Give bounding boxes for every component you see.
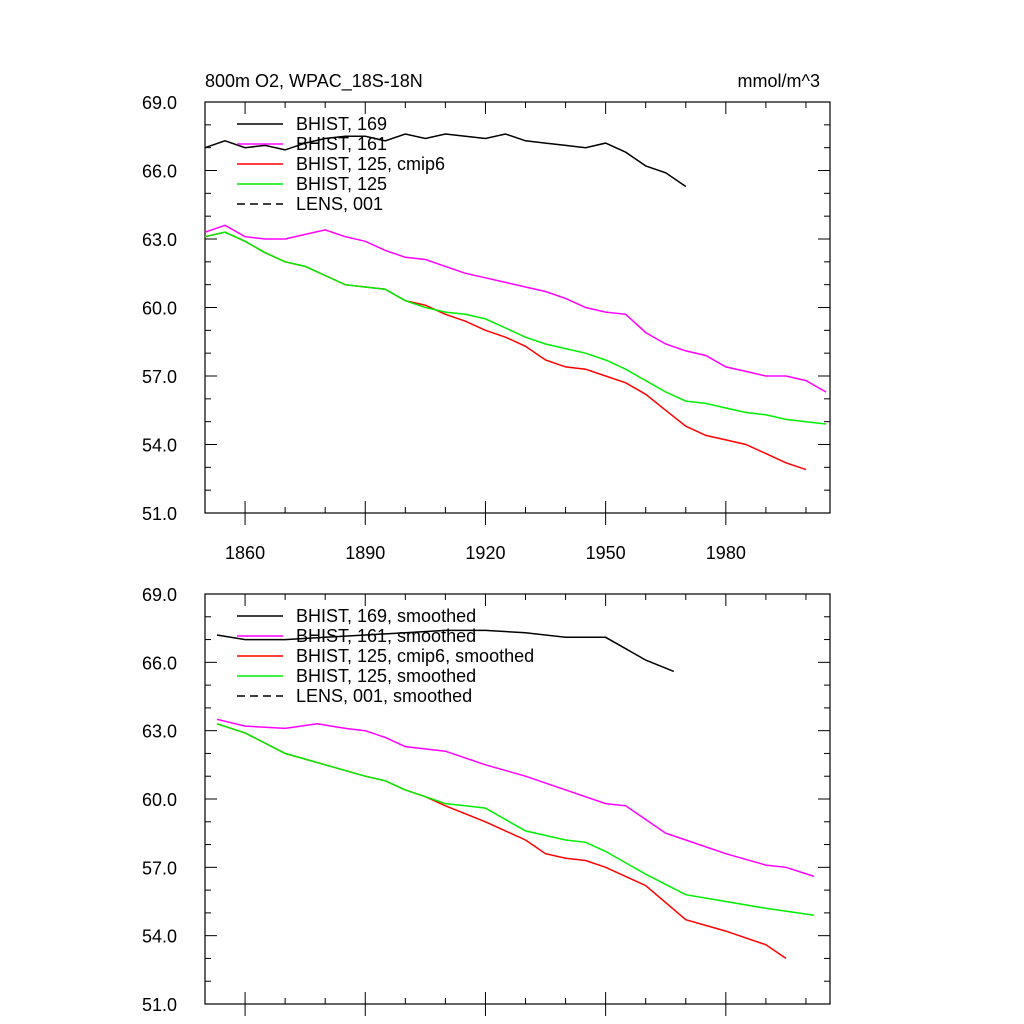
y-tick-label: 60.0 [142,299,177,319]
y-tick-label: 54.0 [142,436,177,456]
panel-top: 51.0 54.0 57.0 60.0 63.0 66.0 69.0 1860 1890 1920… [142,93,831,563]
legend-label: BHIST, 169 [296,114,387,134]
y-tick-label: 69.0 [142,93,177,113]
y-tick-label: 63.0 [142,230,177,250]
series-line-bhist-125-cmip6 [204,231,807,471]
x-tick-label: 1860 [225,543,265,563]
y-tick-label: 51.0 [142,504,177,524]
series-line-bhist-161-smoothed [216,718,815,878]
x-tick-label: 1890 [345,543,385,563]
series-line-bhist-125-smoothed [216,723,815,916]
series-line-bhist-125 [204,231,827,425]
legend-label: BHIST, 169, smoothed [296,606,476,626]
y-tick-label: 57.0 [142,858,177,878]
legend-label: BHIST, 125, cmip6 [296,154,445,174]
legend-label: LENS, 001, smoothed [296,686,472,706]
y-tick-label: 63.0 [142,722,177,742]
legend-label: BHIST, 125, cmip6, smoothed [296,646,534,666]
legend-label: BHIST, 125, smoothed [296,666,476,686]
y-tick-label: 60.0 [142,790,177,810]
legend-label: LENS, 001 [296,194,383,214]
x-tick-label: 1980 [706,543,746,563]
series-line-bhist-161 [204,224,827,393]
y-tick-label: 54.0 [142,927,177,947]
y-tick-label: 51.0 [142,995,177,1015]
y-tick-label: 57.0 [142,367,177,387]
y-tick-label: 66.0 [142,653,177,673]
legend-label: BHIST, 161 [296,134,387,154]
x-tick-label: 1920 [465,543,505,563]
legend-label: BHIST, 125 [296,174,387,194]
panel-bottom: 51.0 54.0 57.0 60.0 63.0 66.0 69.0 BHIST, 169, … [142,585,831,1016]
series-line-bhist-169-smoothed [216,629,675,673]
y-tick-label: 69.0 [142,585,177,605]
x-tick-label: 1950 [586,543,626,563]
chart-title: 800m O2, WPAC_18S-18N [205,71,423,92]
series-line-bhist-169 [204,133,687,188]
units-label: mmol/m^3 [738,71,820,91]
legend-label: BHIST, 161, smoothed [296,626,476,646]
y-tick-label: 66.0 [142,162,177,182]
